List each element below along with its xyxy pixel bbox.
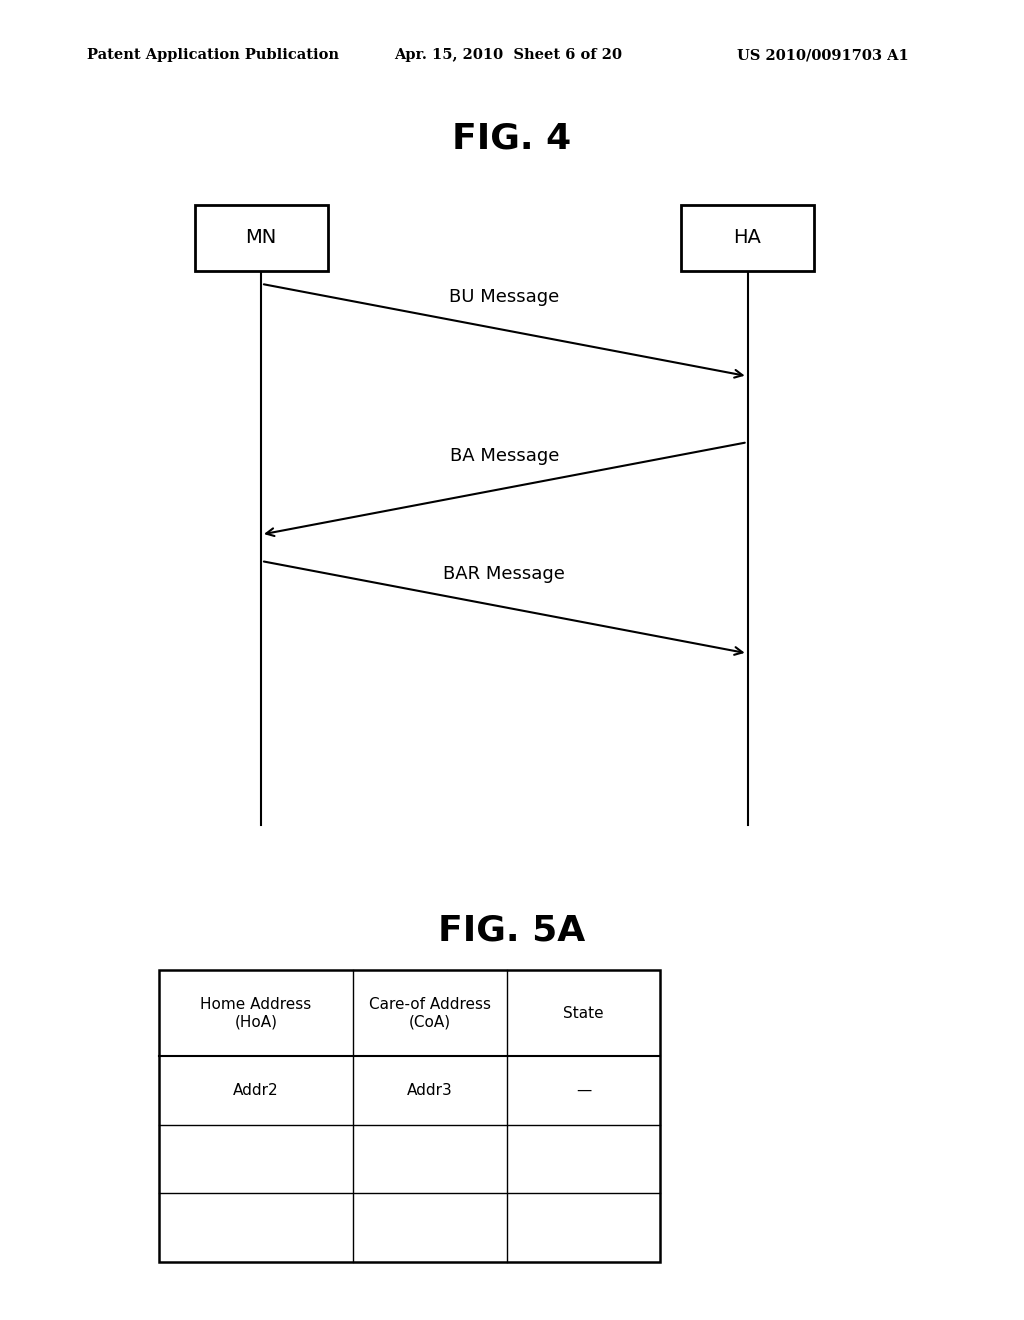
Text: MN: MN xyxy=(246,228,276,247)
Text: State: State xyxy=(563,1006,604,1020)
Bar xyxy=(159,970,660,1262)
Text: Patent Application Publication: Patent Application Publication xyxy=(87,49,339,62)
Text: BU Message: BU Message xyxy=(450,288,559,306)
Text: US 2010/0091703 A1: US 2010/0091703 A1 xyxy=(737,49,909,62)
Text: Care-of Address
(CoA): Care-of Address (CoA) xyxy=(369,997,492,1030)
Text: Apr. 15, 2010  Sheet 6 of 20: Apr. 15, 2010 Sheet 6 of 20 xyxy=(394,49,623,62)
Bar xyxy=(195,205,328,271)
Text: Addr2: Addr2 xyxy=(233,1082,279,1098)
Text: BA Message: BA Message xyxy=(450,446,559,465)
Bar xyxy=(681,205,814,271)
Text: FIG. 5A: FIG. 5A xyxy=(438,913,586,948)
Text: HA: HA xyxy=(733,228,762,247)
Text: FIG. 4: FIG. 4 xyxy=(453,121,571,156)
Text: BAR Message: BAR Message xyxy=(443,565,565,583)
Text: Home Address
(HoA): Home Address (HoA) xyxy=(201,997,311,1030)
Text: —: — xyxy=(577,1082,591,1098)
Text: Addr3: Addr3 xyxy=(408,1082,453,1098)
